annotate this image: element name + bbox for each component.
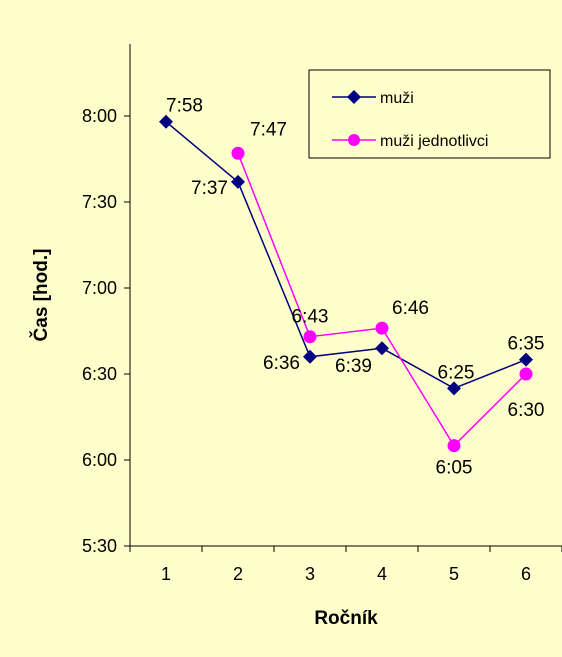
- series-1-point-3: [447, 439, 461, 453]
- series-0-point-3: [375, 341, 389, 356]
- series-0-point-5: [519, 352, 533, 367]
- series-0-point-2: [303, 349, 317, 364]
- x-tick-label-0: 1: [161, 564, 171, 584]
- series-1-label-2: 6:46: [392, 298, 429, 319]
- y-tick-label-1: 6:00: [82, 450, 117, 470]
- legend-marker-muzi: [347, 90, 361, 104]
- legend-label-muzi: muži: [380, 90, 414, 107]
- series-0-label-3: 6:39: [335, 356, 372, 377]
- y-tick-label-2: 6:30: [82, 364, 117, 384]
- series-0-label-1: 7:37: [191, 178, 228, 199]
- legend-label-muzi-jednotlivci: muži jednotlivci: [380, 133, 488, 150]
- y-tick-label-0: 5:30: [82, 536, 117, 556]
- series-0-label-5: 6:35: [508, 334, 545, 355]
- series-layer: [159, 114, 533, 453]
- y-tick-label-4: 7:30: [82, 192, 117, 212]
- y-tick-label-5: 8:00: [82, 106, 117, 126]
- x-tick-label-3: 4: [377, 564, 387, 584]
- series-1-point-0: [231, 146, 245, 160]
- x-axis-title: Ročník: [314, 608, 378, 629]
- y-axis-title: Čas [hod.]: [30, 249, 52, 342]
- x-tick-label-4: 5: [449, 564, 459, 584]
- x-tick-label-1: 2: [233, 564, 243, 584]
- series-1-point-1: [303, 330, 317, 344]
- series-0-point-0: [159, 114, 173, 129]
- series-1-point-4: [519, 367, 533, 381]
- series-1-label-3: 6:05: [436, 458, 473, 479]
- series-0-label-4: 6:25: [438, 362, 475, 383]
- axis-ticks: 5:30 6:00 6:30 7:00 7:30 8:00 1 2 3 4 5 6: [82, 106, 562, 584]
- series-line-0: [165, 121, 527, 390]
- series-1-label-4: 6:30: [508, 400, 545, 421]
- legend-marker-muzi-jednotlivci: [348, 134, 360, 146]
- series-1-label-1: 6:43: [292, 307, 329, 328]
- legend: muži muži jednotlivci: [308, 69, 551, 159]
- data-labels: 7:58 7:37 6:36 6:39 6:25 6:35 7:47 6:43 6:46 6:05…: [166, 96, 544, 479]
- series-1-label-0: 7:47: [250, 119, 287, 140]
- series-1-point-2: [375, 321, 389, 335]
- y-tick-label-3: 7:00: [82, 278, 117, 298]
- x-tick-label-5: 6: [521, 564, 531, 584]
- x-tick-label-2: 3: [305, 564, 315, 584]
- series-0-point-1: [231, 174, 245, 189]
- series-0-label-0: 7:58: [166, 96, 203, 117]
- series-0-point-4: [447, 381, 461, 396]
- series-0-label-2: 6:36: [263, 353, 300, 374]
